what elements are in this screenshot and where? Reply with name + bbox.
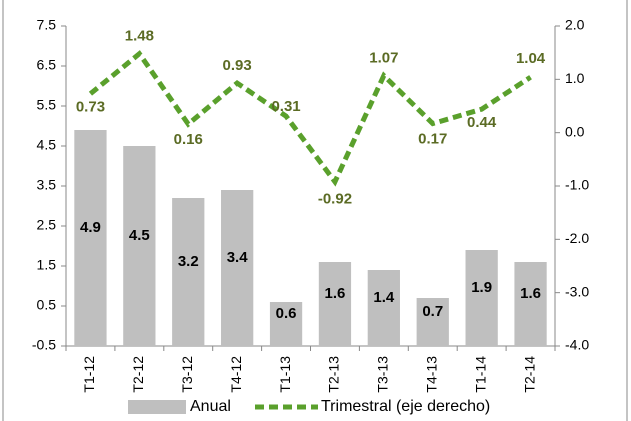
x-tick-label: T2-13: [326, 356, 342, 393]
y-tick-label: 4.5: [37, 137, 57, 153]
line-value-label: -0.92: [318, 191, 352, 208]
y2-tick-label: 2.0: [565, 17, 585, 33]
y2-tick-label: -2.0: [565, 230, 589, 246]
line-value-label: 0.73: [76, 99, 105, 116]
legend-label: Trimestral (eje derecho): [321, 398, 490, 415]
x-tick-label: T3-13: [375, 356, 391, 393]
bar-value-label: 1.6: [520, 285, 541, 302]
y2-tick-label: -4.0: [565, 337, 589, 353]
x-tick-label: T1-12: [81, 356, 97, 393]
bar-value-label: 3.4: [227, 249, 249, 266]
y2-tick-label: -3.0: [565, 283, 589, 299]
x-tick-label: T2-12: [130, 356, 146, 393]
line: [88, 50, 532, 187]
y-tick-label: 2.5: [37, 217, 57, 233]
y2-tick-label: 1.0: [565, 70, 585, 86]
y-tick-label: 3.5: [37, 177, 57, 193]
y-tick-label: 1.5: [37, 257, 57, 273]
x-tick-label: T4-13: [423, 356, 439, 393]
legend-swatch: [128, 400, 186, 414]
bar: [416, 298, 449, 346]
bar: [123, 146, 156, 346]
bar-value-label: 4.9: [80, 219, 101, 236]
bar-value-label: 0.6: [276, 305, 297, 322]
bar: [74, 130, 107, 346]
y-tick-label: 6.5: [37, 57, 57, 73]
line-value-label: 0.31: [271, 98, 300, 115]
line-value-label: 0.17: [418, 131, 447, 148]
bar: [318, 262, 352, 346]
x-tick-label: T1-13: [277, 356, 293, 393]
x-tick-label: T4-12: [228, 356, 244, 393]
bar: [514, 262, 547, 346]
bar: [221, 190, 254, 346]
bar-value-label: 1.6: [325, 285, 346, 302]
x-tick-label: T2-14: [521, 356, 537, 393]
y-tick-label: 0.5: [37, 297, 57, 313]
y2-tick-label: 0.0: [565, 123, 585, 139]
y-tick-label: -0.5: [32, 337, 56, 353]
bar-value-label: 4.5: [129, 227, 150, 244]
line-value-label: 0.44: [467, 114, 497, 131]
line-value-label: 1.48: [125, 28, 154, 45]
bar-value-label: 1.4: [373, 289, 395, 306]
y2-tick-label: -1.0: [565, 177, 589, 193]
bar-value-label: 0.7: [422, 303, 443, 320]
line-value-label: 1.04: [516, 50, 546, 67]
y-tick-label: 5.5: [37, 97, 57, 113]
line-value-label: 0.16: [174, 131, 203, 148]
line-value-label: 0.93: [223, 57, 252, 74]
x-tick-label: T1-14: [472, 356, 488, 393]
x-tick-label: T3-12: [179, 356, 195, 393]
bar: [269, 302, 303, 346]
bar: [172, 198, 205, 346]
y-tick-label: 7.5: [37, 17, 57, 33]
legend-label: Anual: [190, 398, 231, 415]
bar: [465, 250, 498, 346]
bar-value-label: 1.9: [471, 279, 492, 296]
bar-value-label: 3.2: [178, 253, 199, 270]
line-value-label: 1.07: [369, 50, 398, 67]
bar: [367, 270, 400, 346]
